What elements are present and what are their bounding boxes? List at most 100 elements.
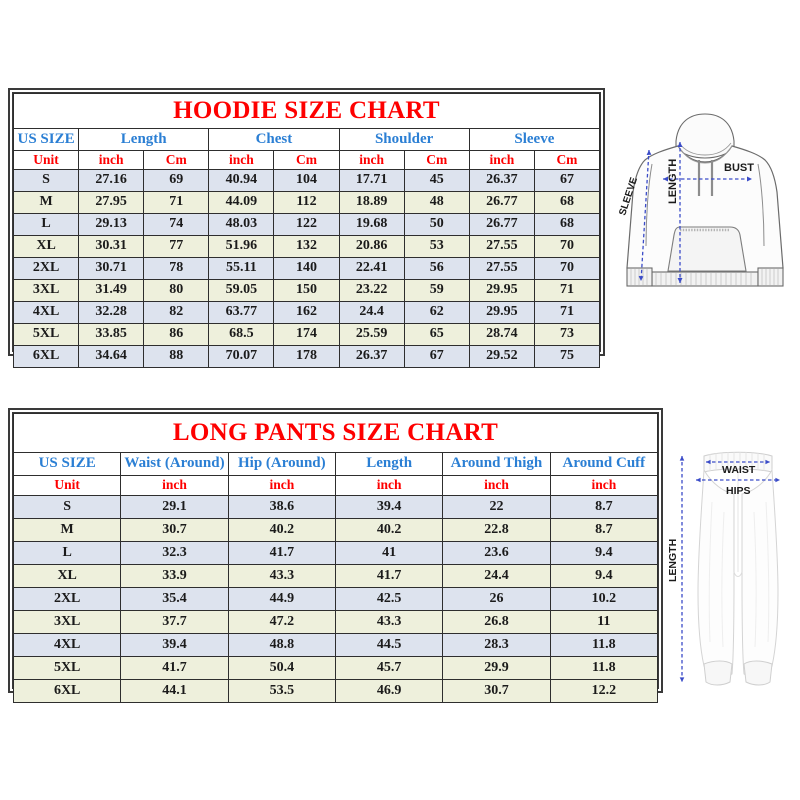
length-dimension-label: LENGTH	[667, 159, 679, 204]
hoodie-value-cell-8-7: 75	[533, 345, 601, 368]
table-row: 6XL 44.1 53.5 46.9 30.7 12.2	[12, 679, 659, 703]
hoodie-value-cell-5-2: 59.05	[208, 279, 275, 302]
table-row: L 29.13 74 48.03 122 19.68 50 26.77 68	[12, 213, 601, 236]
pants-value-cell-1-3: 22.8	[442, 518, 551, 542]
pants-unit-header-0: inch	[120, 475, 229, 496]
hoodie-value-cell-5-7: 71	[533, 279, 601, 302]
hoodie-value-cell-1-4: 18.89	[338, 191, 405, 214]
hoodie-value-cell-0-1: 69	[143, 169, 210, 192]
hoodie-unit-header-0: inch	[78, 150, 145, 170]
hoodie-value-cell-4-6: 27.55	[468, 257, 535, 280]
pants-cuff-left	[703, 660, 733, 686]
hoodie-value-cell-8-2: 70.07	[208, 345, 275, 368]
pants-table-body: LONG PANTS SIZE CHART US SIZE Waist (Aroun…	[12, 413, 659, 703]
bust-arrowhead-left	[663, 176, 668, 182]
pants-us-size-header: US SIZE	[12, 452, 122, 476]
hoodie-size-table: HOODIE SIZE CHART US SIZE Length Chest Shoul…	[12, 93, 601, 368]
pants-unit-header-1: inch	[227, 475, 336, 496]
hoodie-size-cell-5: 3XL	[12, 279, 80, 302]
hoodie-value-cell-3-2: 51.96	[208, 235, 275, 258]
pants-value-cell-3-2: 41.7	[334, 564, 444, 588]
sleeve-seam-left	[645, 163, 653, 247]
pants-value-cell-2-0: 32.3	[120, 541, 229, 565]
pants-size-cell-1: M	[12, 518, 122, 542]
hoodie-value-cell-7-0: 33.85	[78, 323, 145, 346]
hoodie-value-cell-6-3: 162	[273, 301, 340, 324]
pants-value-cell-7-0: 41.7	[120, 656, 229, 680]
pants-size-cell-8: 6XL	[12, 679, 122, 703]
hoodie-size-cell-0: S	[12, 169, 80, 192]
hoodie-value-cell-7-5: 65	[403, 323, 470, 346]
waistband-ribs	[655, 273, 752, 285]
pants-value-cell-7-4: 11.8	[549, 656, 659, 680]
hoodie-value-cell-7-4: 25.59	[338, 323, 405, 346]
kangaroo-pocket	[667, 226, 747, 272]
table-row: 5XL 33.85 86 68.5 174 25.59 65 28.74 73	[12, 323, 601, 346]
crotch-seam	[733, 571, 743, 577]
pants-value-cell-6-4: 11.8	[549, 633, 659, 657]
pants-value-cell-6-0: 39.4	[120, 633, 229, 657]
pants-value-cell-0-2: 39.4	[334, 495, 444, 519]
pants-value-cell-8-1: 53.5	[227, 679, 336, 703]
hoodie-value-cell-1-3: 112	[273, 191, 340, 214]
hoodie-value-cell-7-6: 28.74	[468, 323, 535, 346]
measurement-arrows	[640, 142, 752, 283]
hoodie-unit-header-5: Cm	[403, 150, 470, 170]
pants-chart-frame: LONG PANTS SIZE CHART US SIZE Waist (Aroun…	[12, 412, 659, 703]
hoodie-value-cell-5-4: 23.22	[338, 279, 405, 302]
hoodie-value-cell-6-7: 71	[533, 301, 601, 324]
hoodie-value-cell-2-5: 50	[403, 213, 470, 236]
hoodie-size-cell-4: 2XL	[12, 257, 80, 280]
hoodie-group-header-0: Length	[78, 128, 210, 151]
hoodie-unit-label: Unit	[12, 150, 80, 170]
pants-value-cell-1-2: 40.2	[334, 518, 444, 542]
pants-group-header-4: Around Cuff	[549, 452, 659, 476]
hoodie-value-cell-8-6: 29.52	[468, 345, 535, 368]
pants-value-cell-8-2: 46.9	[334, 679, 444, 703]
pants-group-header-1: Hip (Around)	[227, 452, 336, 476]
hoodie-unit-header-3: Cm	[273, 150, 340, 170]
pants-title-row: LONG PANTS SIZE CHART	[13, 413, 658, 453]
pants-unit-header-2: inch	[334, 475, 444, 496]
waist-arrowhead-right	[765, 459, 770, 465]
pants-value-cell-2-1: 41.7	[227, 541, 336, 565]
pants-value-cell-1-4: 8.7	[549, 518, 659, 542]
hoodie-value-cell-7-1: 86	[143, 323, 210, 346]
table-row: M 27.95 71 44.09 112 18.89 48 26.77 68	[12, 191, 601, 214]
pants-value-cell-2-3: 23.6	[442, 541, 551, 565]
hoodie-value-cell-6-6: 29.95	[468, 301, 535, 324]
cuff-right	[757, 267, 784, 287]
hoodie-unit-header-4: inch	[338, 150, 405, 170]
hoodie-value-cell-4-5: 56	[403, 257, 470, 280]
hoodie-size-cell-6: 4XL	[12, 301, 80, 324]
table-row: 2XL 30.71 78 55.11 140 22.41 56 27.55 70	[12, 257, 601, 280]
hoodie-value-cell-6-5: 62	[403, 301, 470, 324]
hoodie-value-cell-1-5: 48	[403, 191, 470, 214]
hoodie-value-cell-8-0: 34.64	[78, 345, 145, 368]
hoodie-value-cell-1-6: 26.77	[468, 191, 535, 214]
hoodie-value-cell-3-4: 20.86	[338, 235, 405, 258]
length-arrowhead-bottom	[677, 278, 683, 283]
hood-inner-line	[678, 142, 732, 156]
hoodie-value-cell-1-1: 71	[143, 191, 210, 214]
pants-value-cell-8-0: 44.1	[120, 679, 229, 703]
hoodie-value-cell-0-0: 27.16	[78, 169, 145, 192]
pants-size-cell-2: L	[12, 541, 122, 565]
hoodie-value-cell-1-0: 27.95	[78, 191, 145, 214]
table-row: 2XL 35.4 44.9 42.5 26 10.2	[12, 587, 659, 611]
hoodie-size-cell-1: M	[12, 191, 80, 214]
hoodie-value-cell-2-2: 48.03	[208, 213, 275, 236]
pants-value-cell-3-1: 43.3	[227, 564, 336, 588]
pants-value-cell-5-3: 26.8	[442, 610, 551, 634]
pants-value-cell-3-4: 9.4	[549, 564, 659, 588]
hoodie-unit-header-6: inch	[468, 150, 535, 170]
pants-size-cell-5: 3XL	[12, 610, 122, 634]
hoodie-value-cell-0-3: 104	[273, 169, 340, 192]
sleeve-arrowhead-bottom	[638, 276, 644, 281]
hoodie-value-cell-3-0: 30.31	[78, 235, 145, 258]
hoodie-title-row: HOODIE SIZE CHART	[13, 93, 600, 129]
hoodie-value-cell-3-7: 70	[533, 235, 601, 258]
pants-unit-header-3: inch	[442, 475, 551, 496]
hips-arrowhead-right	[775, 477, 780, 483]
pants-illustration: WAIST HIPS LENGTH	[668, 442, 800, 692]
